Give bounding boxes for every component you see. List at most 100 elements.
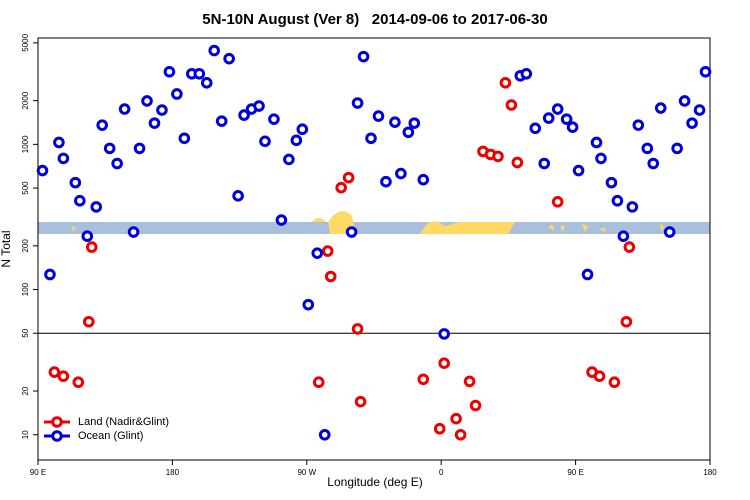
point	[357, 50, 370, 63]
chart-title: 5N-10N August (Ver 8) 2014-09-06 to 2017…	[202, 11, 547, 28]
y-tick-label: 2000	[21, 91, 30, 109]
point	[450, 412, 462, 425]
series	[36, 44, 712, 441]
point	[318, 428, 331, 441]
point	[417, 173, 430, 186]
y-tick-label: 50	[21, 328, 30, 337]
point	[96, 119, 109, 131]
point	[529, 122, 542, 135]
point	[193, 67, 206, 80]
point	[232, 190, 244, 202]
map-land	[420, 221, 515, 234]
point	[620, 315, 633, 328]
point	[178, 132, 191, 145]
point	[542, 112, 555, 124]
point	[693, 104, 706, 116]
point	[342, 171, 355, 184]
point	[605, 176, 618, 189]
point	[335, 181, 347, 194]
point	[118, 103, 131, 115]
y-tick-label: 100	[21, 282, 30, 296]
x-axis-label: Longitude (deg E)	[327, 475, 422, 489]
series	[48, 77, 636, 441]
point	[72, 376, 85, 389]
point	[538, 157, 551, 170]
legend: Land (Nadir&Glint) Ocean (Glint)	[44, 416, 169, 442]
point	[699, 65, 712, 78]
point	[85, 241, 98, 253]
point	[560, 113, 573, 125]
point	[290, 134, 303, 147]
point	[302, 298, 315, 311]
y-tick-label: 200	[21, 239, 30, 253]
point	[438, 357, 450, 369]
point	[69, 176, 82, 189]
point	[82, 315, 95, 328]
point	[351, 323, 364, 335]
point	[408, 117, 421, 129]
point	[103, 142, 116, 155]
point	[275, 214, 288, 226]
point	[492, 150, 504, 163]
point	[566, 121, 579, 133]
point	[686, 117, 698, 129]
point	[81, 230, 94, 243]
point	[433, 422, 446, 435]
point	[312, 376, 325, 389]
legend-label: Ocean (Glint)	[78, 430, 143, 442]
point	[663, 226, 676, 238]
point	[511, 156, 524, 169]
point	[551, 103, 564, 115]
x-tick-label: 180	[166, 468, 180, 477]
y-axis-label: N Total	[0, 230, 13, 267]
point	[623, 241, 636, 253]
point	[74, 194, 86, 207]
point	[581, 268, 594, 281]
point	[417, 373, 430, 386]
point	[163, 65, 176, 78]
point	[469, 399, 482, 412]
point	[148, 117, 161, 129]
point	[48, 366, 61, 378]
point	[454, 428, 467, 441]
point	[395, 167, 407, 180]
y-tick-label: 10	[21, 430, 30, 439]
point	[505, 99, 518, 111]
y-tick-label: 5000	[21, 33, 30, 51]
point	[324, 270, 337, 283]
point	[402, 126, 415, 139]
point	[647, 157, 660, 170]
legend-marker	[51, 430, 63, 442]
point	[321, 245, 334, 257]
point	[590, 136, 603, 149]
point	[238, 109, 250, 121]
point	[259, 135, 271, 148]
point	[345, 226, 358, 238]
y-tick-label: 500	[21, 181, 30, 195]
x-tick-label: 90 E	[567, 468, 583, 477]
point	[127, 226, 140, 238]
plot-frame	[37, 37, 711, 461]
point	[133, 142, 146, 155]
map-land	[312, 211, 356, 234]
y-tick-label: 20	[21, 386, 30, 395]
point	[351, 97, 364, 109]
point	[200, 77, 213, 89]
point	[372, 110, 385, 122]
point	[463, 375, 476, 388]
point	[520, 67, 533, 80]
point	[354, 395, 367, 408]
point	[678, 95, 691, 107]
point	[593, 370, 606, 383]
point	[253, 100, 265, 112]
point	[626, 201, 639, 213]
x-tick-label: 90 W	[297, 468, 316, 477]
point	[632, 119, 645, 131]
point	[57, 370, 70, 383]
point	[671, 142, 683, 155]
point	[296, 123, 309, 136]
point	[223, 52, 235, 65]
point	[380, 175, 392, 188]
